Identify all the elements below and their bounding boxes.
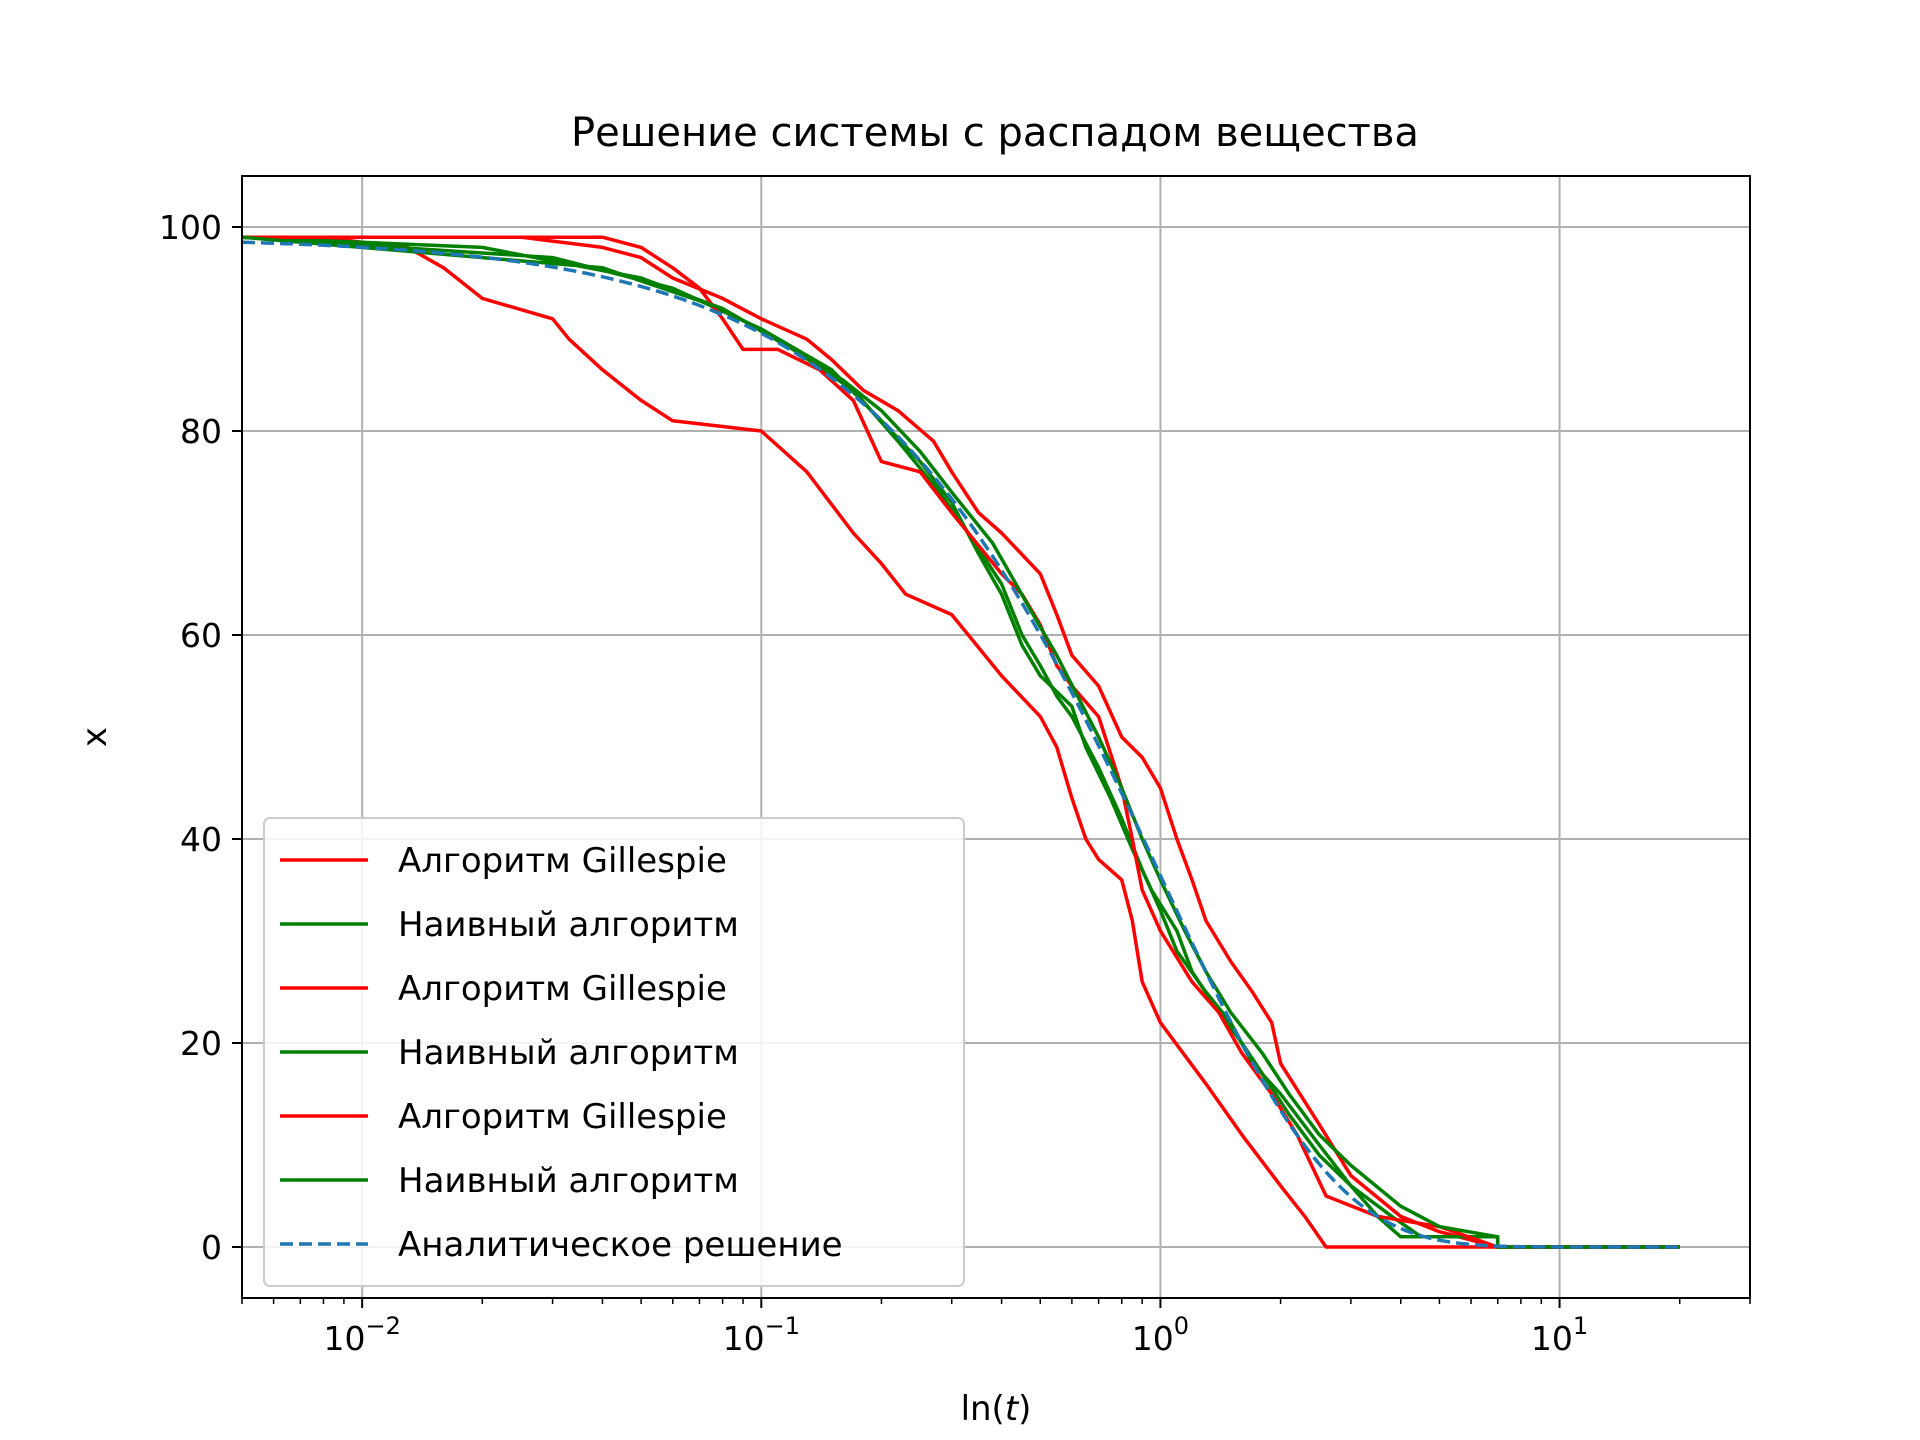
x-tick-exponent: 1: [1573, 1312, 1588, 1340]
x-tick-base: 10: [1132, 1319, 1174, 1358]
x-tick-exponent: −1: [765, 1312, 800, 1340]
y-tick-label-5: 100: [159, 208, 222, 247]
chart-title: Решение системы с распадом вещества: [571, 110, 1419, 156]
legend-label-5: Наивный алгоритм: [398, 1161, 739, 1201]
x-label-suffix: ): [1018, 1389, 1031, 1429]
x-tick-base: 10: [723, 1319, 765, 1358]
y-tick-label-2: 40: [180, 820, 222, 859]
y-axis-label: x: [75, 727, 115, 747]
legend-label-6: Аналитическое решение: [398, 1225, 843, 1265]
y-tick-label-4: 80: [180, 412, 222, 451]
plot-frame: [241, 175, 1751, 1299]
y-tick-label-0: 0: [201, 1228, 222, 1267]
legend-label-2: Алгоритм Gillespie: [398, 969, 727, 1009]
legend-label-3: Наивный алгоритм: [398, 1033, 739, 1073]
series-line-4: [242, 235, 1680, 1249]
y-tick-label-3: 60: [180, 616, 222, 655]
x-tick-base: 10: [323, 1319, 365, 1358]
x-tick-label-0: 10−2: [323, 1312, 400, 1358]
x-tick-exponent: 0: [1174, 1312, 1189, 1340]
y-tick-label-1: 20: [180, 1024, 222, 1063]
x-label-prefix: ln(: [961, 1389, 1005, 1429]
series-line-0: [242, 235, 1680, 1249]
x-tick-label-3: 101: [1531, 1312, 1588, 1358]
legend-label-4: Алгоритм Gillespie: [398, 1097, 727, 1137]
legend-box: [263, 817, 965, 1287]
series-line-6: [241, 240, 1680, 1249]
x-axis-label: ln(t): [961, 1389, 1032, 1429]
legend-label-0: Алгоритм Gillespie: [398, 841, 727, 881]
x-tick-label-2: 100: [1132, 1312, 1189, 1358]
x-tick-label-1: 10−1: [723, 1312, 800, 1358]
series-line-5: [241, 235, 1680, 1249]
x-label-variable: t: [1005, 1389, 1020, 1429]
legend: Алгоритм Gillespie Наивный алгоритм Алгори…: [263, 817, 965, 1287]
x-tick-base: 10: [1531, 1319, 1573, 1358]
grid: [242, 176, 1750, 1298]
series-line-2: [242, 235, 1680, 1249]
series-group: [241, 235, 1680, 1249]
legend-label-1: Наивный алгоритм: [398, 905, 739, 945]
x-tick-exponent: −2: [365, 1312, 400, 1340]
